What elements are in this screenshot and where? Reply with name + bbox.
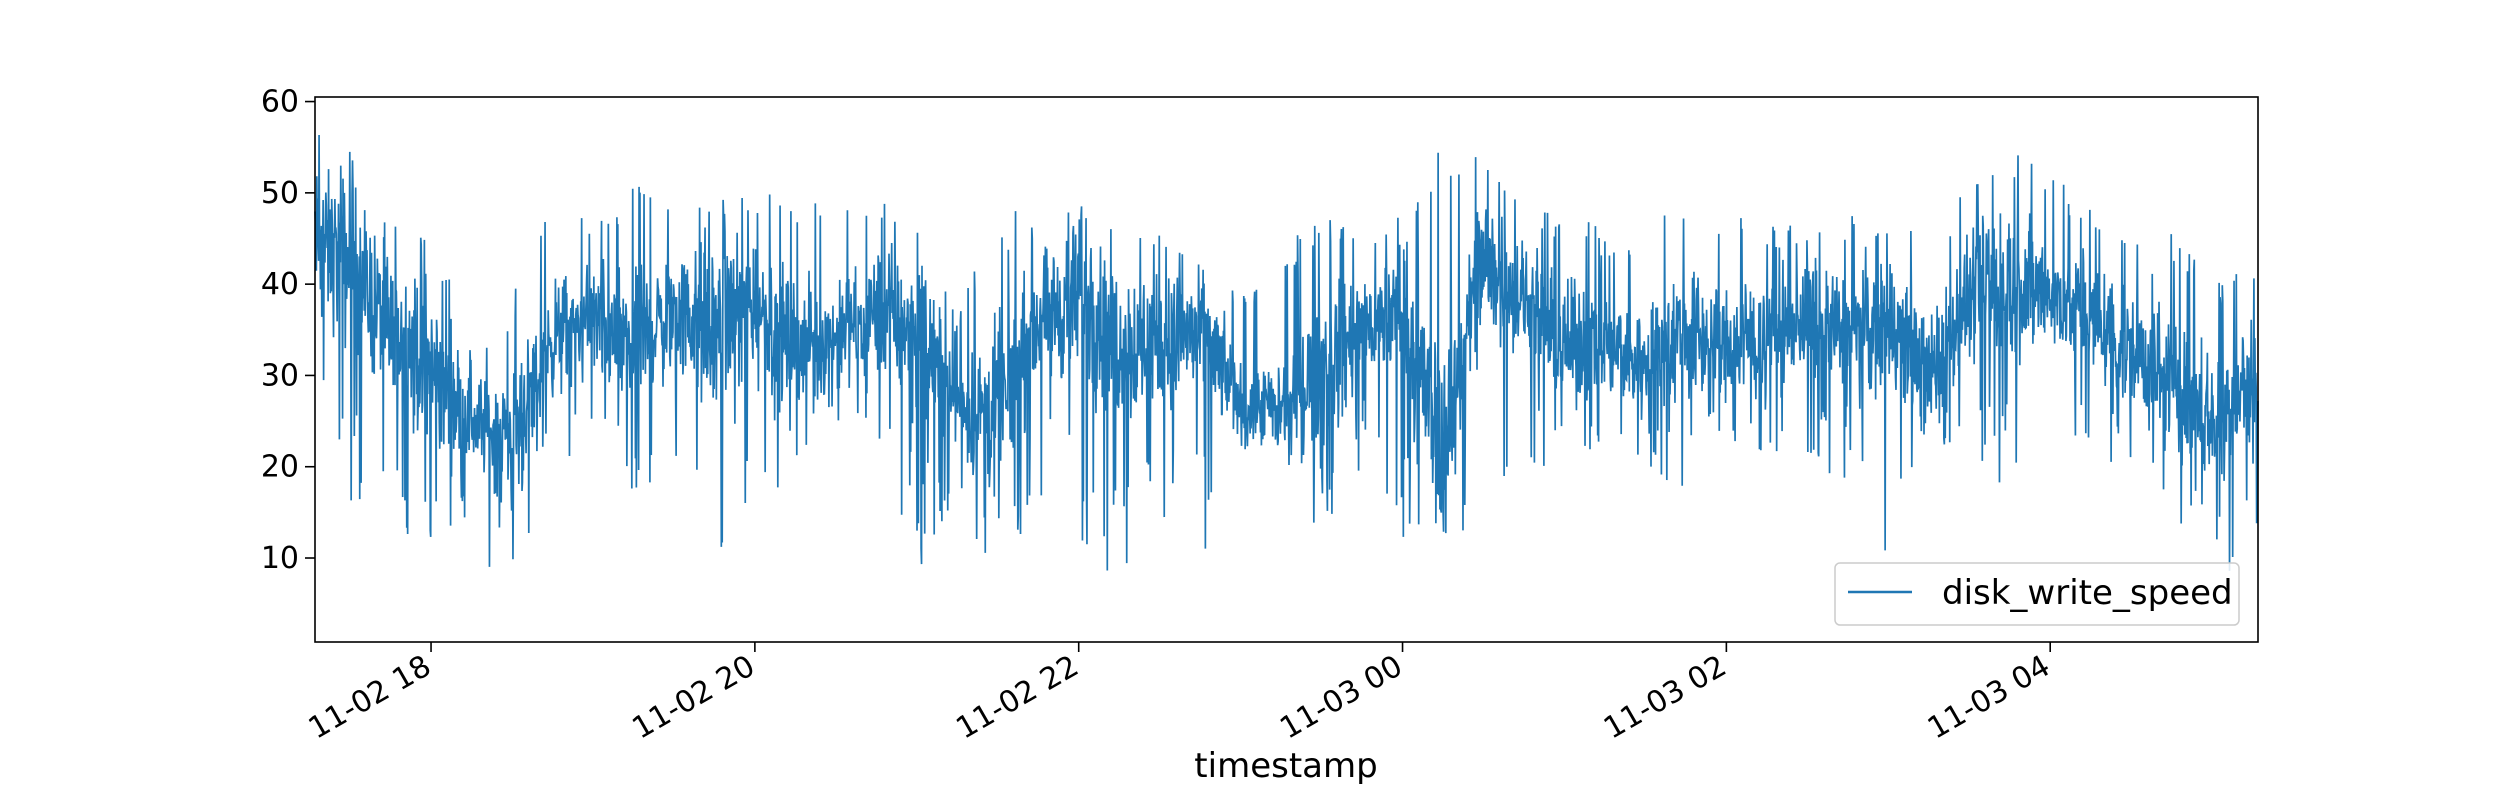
x-tick-label: 11-02 20 [627,649,761,747]
x-tick-label: 11-03 02 [1598,649,1732,747]
legend: disk_write_speed [1834,562,2240,626]
y-tick-label: 60 [261,85,299,120]
x-tick-label: 11-02 18 [303,649,437,747]
legend-box [1834,562,2240,626]
y-tick-label: 30 [261,358,299,393]
x-tick-label: 11-02 22 [950,649,1084,747]
x-tick-label: 11-03 04 [1922,649,2056,747]
y-tick-label: 50 [261,176,299,211]
series-line-disk_write_speed [314,134,2259,571]
legend-series-label: disk_write_speed [1942,573,2233,613]
x-tick-label: 11-03 00 [1274,649,1408,747]
y-tick-label: 40 [261,267,299,302]
x-axis: 11-02 18 11-02 20 11-02 22 11-03 00 11-03 02… [303,642,2056,746]
y-tick-label: 10 [261,541,299,576]
y-tick-label: 20 [261,450,299,485]
plot-frame [314,96,2259,643]
y-axis: 10 20 30 40 50 60 [261,85,315,576]
x-axis-title: timestamp [1194,746,1377,786]
series-layer [314,134,2259,571]
